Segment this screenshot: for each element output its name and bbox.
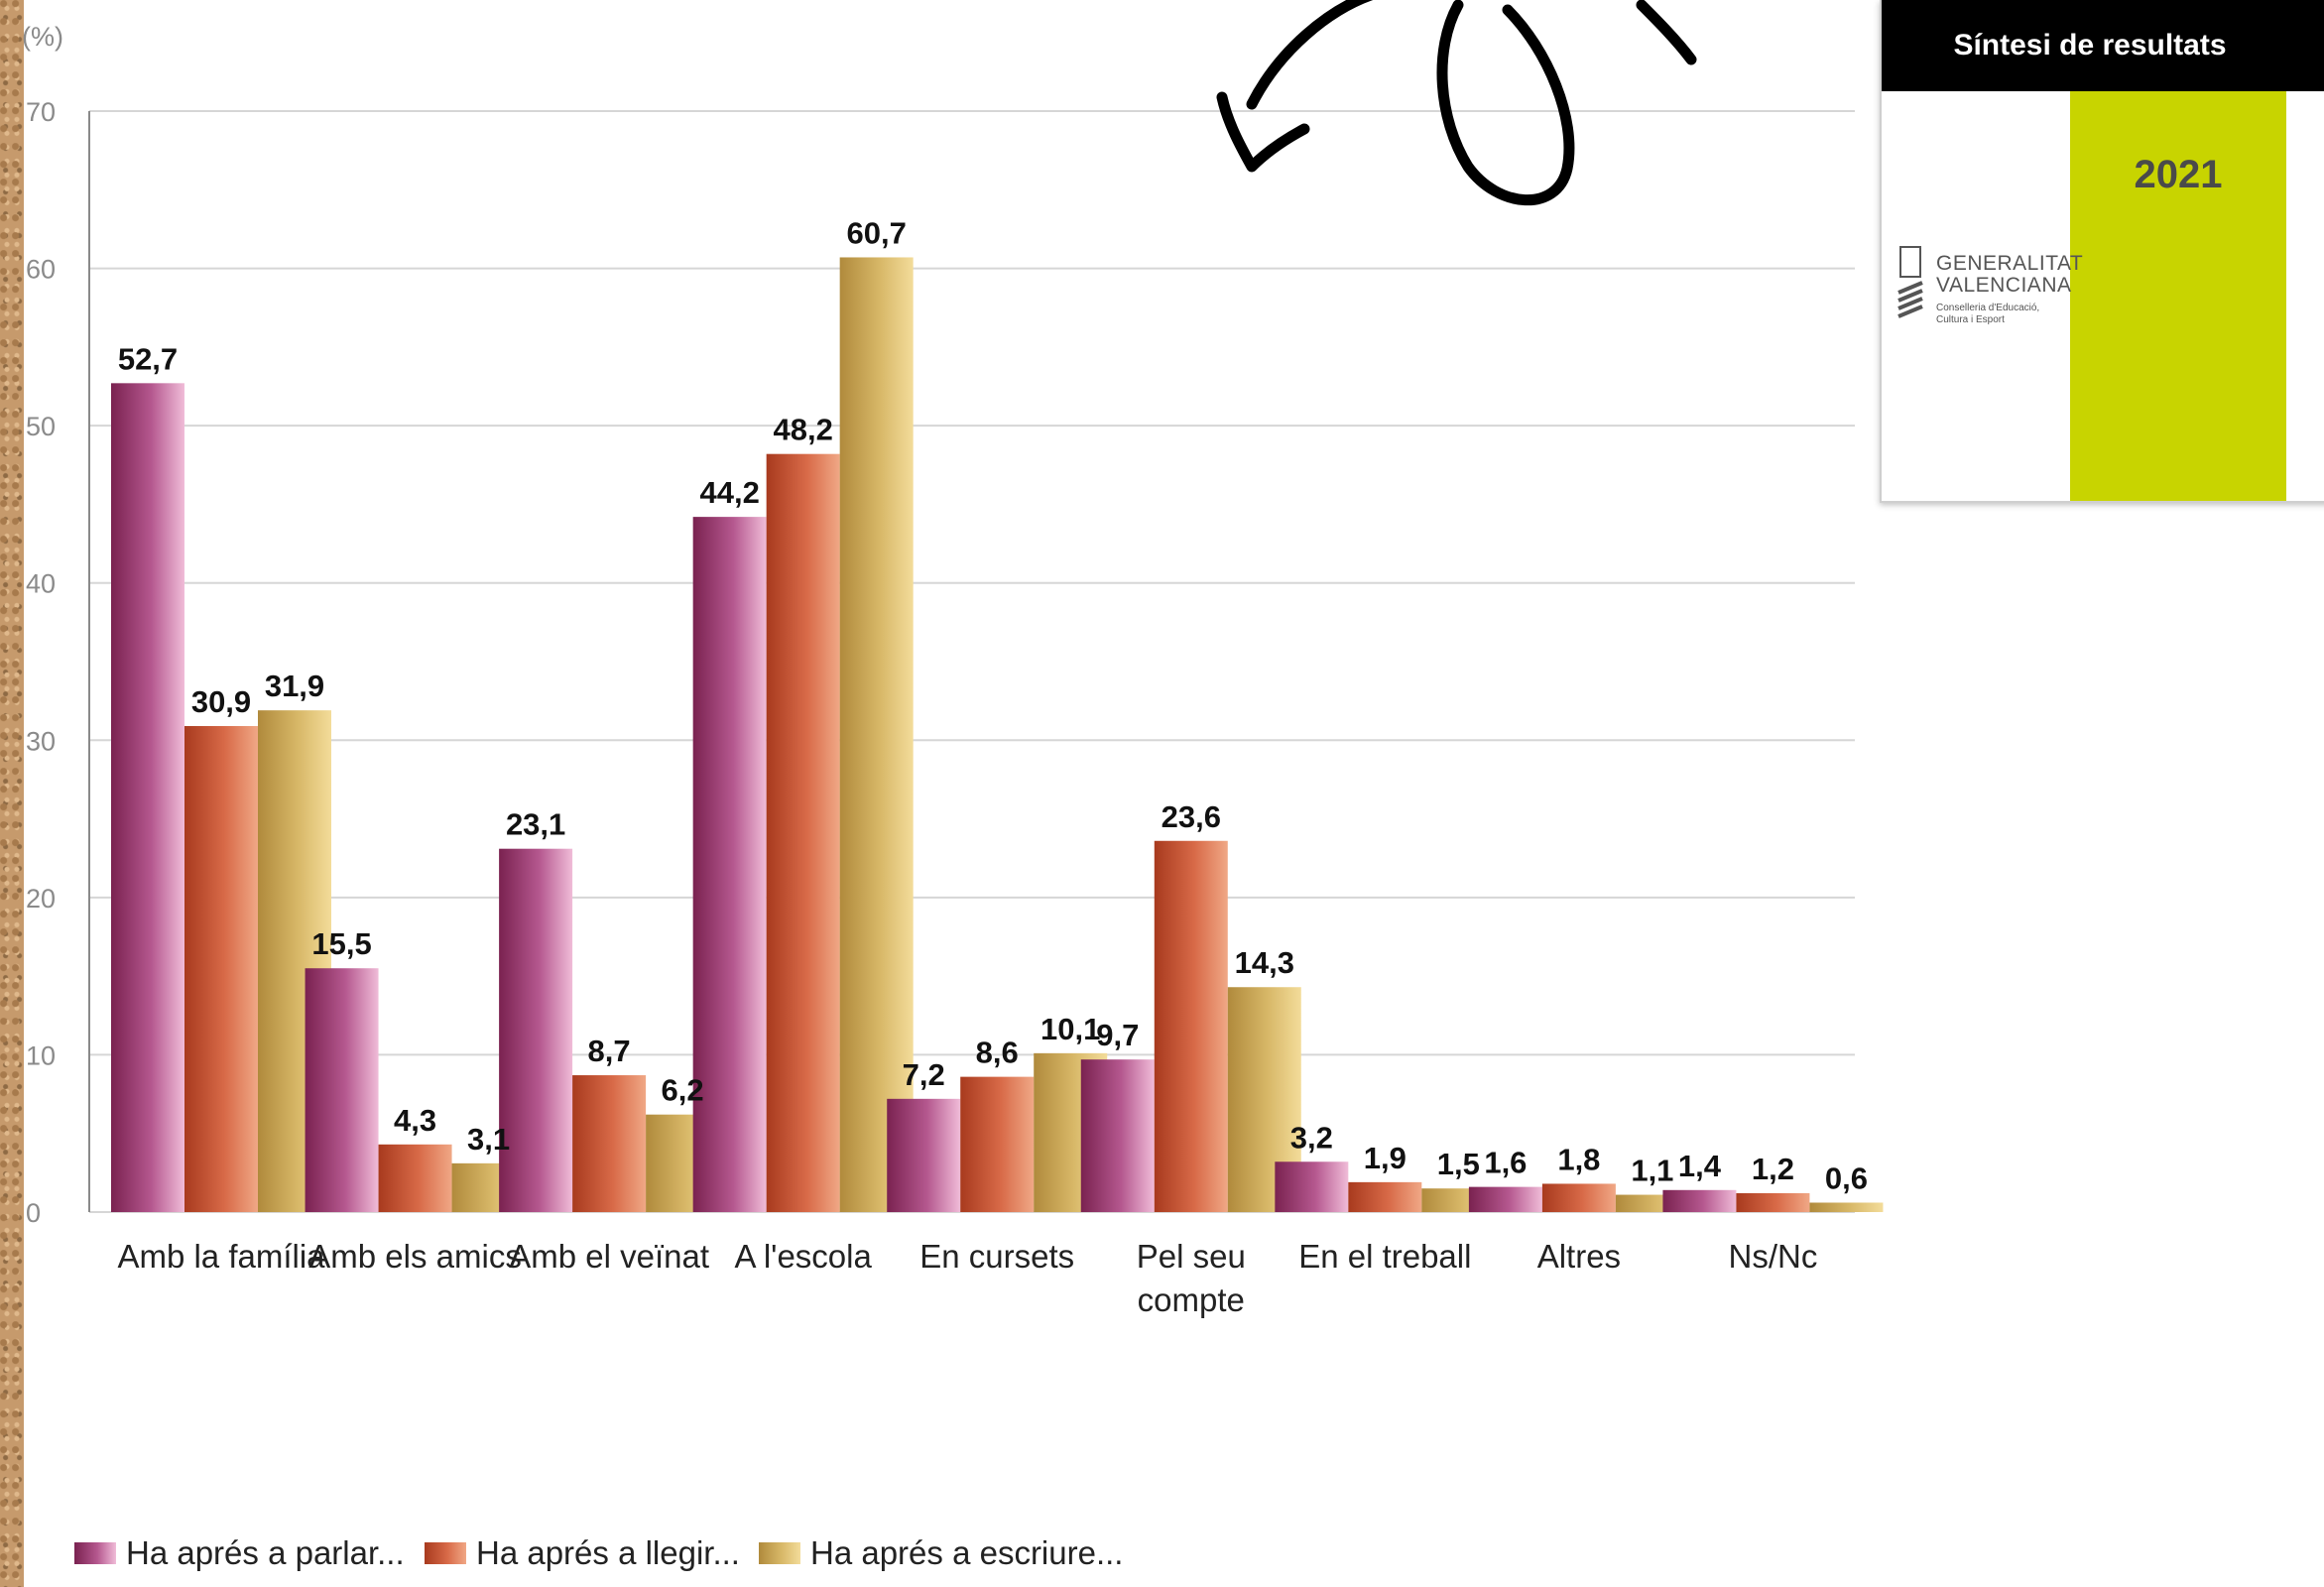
- y-tick-label: 20: [26, 884, 56, 914]
- bar: [1348, 1181, 1422, 1212]
- data-label: 0,6: [1825, 1160, 1868, 1195]
- data-label: 7,2: [903, 1057, 945, 1092]
- x-tick-label: Ns/Nc: [1729, 1238, 1818, 1275]
- bar: [499, 848, 573, 1212]
- data-label: 31,9: [265, 669, 324, 703]
- bar: [1080, 1059, 1155, 1212]
- legend-swatch: [74, 1542, 116, 1564]
- data-label: 9,7: [1096, 1018, 1139, 1052]
- report-cover-thumbnail: Síntesi de resultats 2021 GENERALITAT VA…: [1880, 0, 2324, 503]
- data-label: 30,9: [191, 684, 251, 719]
- bar: [1154, 840, 1228, 1212]
- data-label: 4,3: [394, 1103, 436, 1138]
- data-label: 60,7: [846, 215, 906, 250]
- bar: [1662, 1189, 1737, 1212]
- y-tick-label: 70: [26, 97, 56, 127]
- bar: [839, 257, 914, 1212]
- y-tick-label: 40: [26, 569, 56, 599]
- bar: [960, 1076, 1035, 1212]
- bar: [766, 453, 840, 1213]
- cover-header: Síntesi de resultats: [1882, 0, 2324, 91]
- data-label: 1,9: [1364, 1141, 1407, 1175]
- x-tick-label: Amb la família: [117, 1238, 325, 1275]
- data-label: 44,2: [699, 475, 759, 510]
- y-tick-label: 30: [26, 726, 56, 756]
- cork-board-edge: [0, 0, 24, 1587]
- bar: [1809, 1202, 1884, 1212]
- legend-label: Ha aprés a parlar...: [126, 1534, 405, 1571]
- data-label: 52,7: [118, 341, 178, 376]
- bar: [1541, 1183, 1616, 1212]
- x-tick-label: Pel seu compte: [1137, 1238, 1246, 1318]
- legend-swatch: [759, 1542, 800, 1564]
- data-label: 3,2: [1290, 1120, 1333, 1155]
- data-label: 1,2: [1752, 1152, 1794, 1186]
- bar: [1468, 1186, 1542, 1212]
- data-label: 3,1: [467, 1122, 510, 1157]
- data-label: 8,6: [976, 1036, 1019, 1070]
- data-label: 1,8: [1557, 1142, 1600, 1176]
- bar: [111, 383, 184, 1212]
- bar: [572, 1075, 647, 1212]
- data-label: 10,1: [1040, 1012, 1100, 1046]
- data-label: 1,5: [1437, 1147, 1480, 1181]
- bar: [1275, 1161, 1349, 1212]
- y-axis-ticks: 0 10 20 30 40 50 60 70: [26, 97, 56, 1228]
- x-tick-label: En el treball: [1298, 1238, 1471, 1275]
- legend-label: Ha aprés a escriure...: [810, 1534, 1123, 1571]
- y-tick-label: 0: [26, 1198, 41, 1228]
- x-tick-label: Amb el veïnat: [509, 1238, 709, 1275]
- data-label: 14,3: [1235, 945, 1294, 980]
- x-tick-label: A l'escola: [734, 1238, 872, 1275]
- logo-name: GENERALITAT VALENCIANA: [1936, 252, 2084, 297]
- data-label: 1,6: [1484, 1146, 1527, 1180]
- bar: [184, 726, 258, 1212]
- y-tick-label: 10: [26, 1040, 56, 1070]
- data-label: 6,2: [662, 1073, 704, 1108]
- bar: [887, 1098, 961, 1212]
- y-tick-label: 50: [26, 412, 56, 441]
- y-axis-unit-label: (%): [22, 22, 63, 52]
- x-tick-label: Altres: [1537, 1238, 1621, 1275]
- cover-green-band: 2021: [2070, 91, 2286, 501]
- bar: [305, 968, 379, 1212]
- data-label: 1,1: [1631, 1154, 1673, 1188]
- data-label: 23,1: [506, 807, 565, 842]
- hand-drawn-arrow-icon: [1216, 0, 1697, 206]
- data-label: 15,5: [311, 926, 371, 961]
- legend: Ha aprés a parlar... Ha aprés a llegir...…: [74, 1534, 1123, 1571]
- data-label: 23,6: [1162, 799, 1221, 834]
- bar: [378, 1144, 452, 1212]
- legend-label: Ha aprés a llegir...: [476, 1534, 740, 1571]
- data-label: 48,2: [773, 413, 832, 447]
- x-tick-label: En cursets: [919, 1238, 1074, 1275]
- data-labels: 52,7 30,9 31,9 15,5 4,3 3,1 23,1 8,7 6,2 44,2 48,2…: [118, 215, 1868, 1195]
- logo-subtitle: Conselleria d'Educació, Cultura i Esport: [1936, 303, 2040, 325]
- bar: [692, 517, 767, 1212]
- y-tick-label: 60: [26, 255, 56, 285]
- data-label: 1,4: [1678, 1149, 1722, 1183]
- bars: [111, 257, 1884, 1213]
- legend-swatch: [425, 1542, 466, 1564]
- x-tick-label: Amb els amics: [308, 1238, 522, 1275]
- cover-year: 2021: [2134, 153, 2223, 196]
- bar: [1736, 1192, 1810, 1212]
- data-label: 8,7: [588, 1034, 631, 1068]
- coat-of-arms-icon: [1897, 246, 1923, 318]
